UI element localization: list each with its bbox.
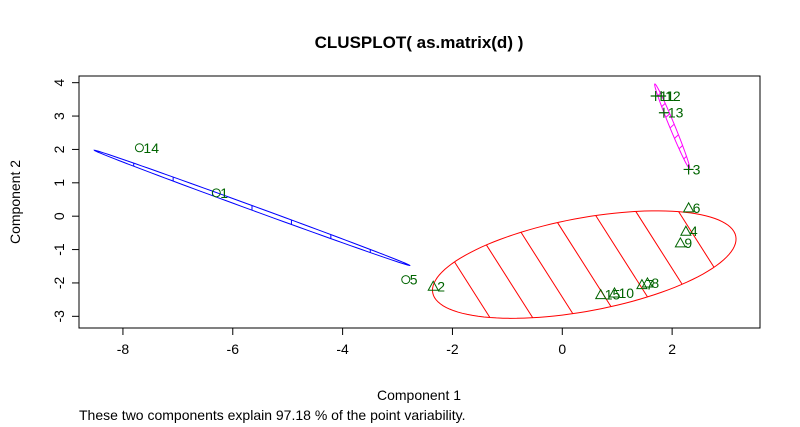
point-label-13: 13 [668,105,684,121]
point-label-10: 10 [618,285,634,301]
cluster-2-shade-line [454,261,491,318]
cluster-2-shade-line [678,211,715,268]
cluster-3-shade-line [683,155,687,160]
cluster-3-shade-line [678,145,683,150]
point-label-2: 2 [437,278,445,294]
point-label-14: 14 [143,140,159,156]
point-marker-5 [401,275,411,285]
chart-title: CLUSPLOT( as.matrix(d) ) [315,33,524,52]
point-marker-15 [594,288,607,300]
point-label-12: 12 [665,88,681,104]
x-tick-label: -6 [227,341,240,357]
point-label-5: 5 [410,272,418,288]
point-label-1: 1 [220,185,228,201]
point-marker-10 [608,286,621,298]
y-tick-label: 1 [51,179,67,187]
x-tick-label: -2 [446,341,459,357]
cluster-3-shade-line [657,92,661,97]
point-marker-8 [641,276,654,288]
x-tick-label: -4 [336,341,349,357]
point-label-11: 11 [660,88,675,104]
cluster-3-shade-line [669,123,675,129]
y-tick-label: -2 [51,277,67,290]
y-tick-label: 0 [51,212,67,220]
y-tick-label: 4 [51,79,67,87]
cluster-2-ellipse [431,210,737,319]
variability-note: These two components explain 97.18 % of … [79,407,466,423]
x-tick-label: 2 [668,341,676,357]
y-tick-label: -1 [51,243,67,256]
plot-frame [78,75,761,329]
point-marker-14 [134,143,144,153]
cluster-2-shade-line [485,244,534,318]
point-marker-2 [427,280,440,291]
y-axis-label: Component 2 [7,160,23,244]
point-marker-1 [211,188,221,198]
cluster-3-ellipse [654,83,691,169]
point-label-4: 4 [690,223,698,239]
point-marker-9 [674,236,687,248]
x-tick-label: 0 [558,341,566,357]
cluster-2-shade-line [635,211,683,285]
point-label-15: 15 [605,287,621,303]
point-label-9: 9 [684,235,692,251]
point-marker-13 [658,107,669,118]
y-tick-label: -3 [51,310,67,323]
point-marker-12 [656,91,667,102]
point-label-8: 8 [651,275,659,291]
cluster-1-ellipse [93,149,411,266]
point-label-7: 7 [646,277,654,293]
cluster-3-shade-line [674,134,679,139]
x-tick-label: -8 [117,341,130,357]
cluster-2-shade-line [520,231,574,314]
y-axis: -3 -2 -1 0 1 2 3 4 [51,79,79,323]
point-label-6: 6 [693,200,701,216]
y-tick-label: 2 [51,145,67,153]
cluster-2-shade-line [595,215,648,298]
cluster-3-shade-line [665,113,671,118]
point-marker-6 [682,201,695,213]
cluster-ellipses [93,83,737,319]
x-axis-label: Component 1 [377,387,461,403]
point-marker-3 [683,164,694,175]
cluster-3-shade-line [661,103,666,108]
y-tick-label: 3 [51,112,67,120]
point-label-3: 3 [693,161,701,177]
point-marker-4 [680,225,692,236]
x-axis: -8 -6 -4 -2 0 2 [117,328,676,357]
